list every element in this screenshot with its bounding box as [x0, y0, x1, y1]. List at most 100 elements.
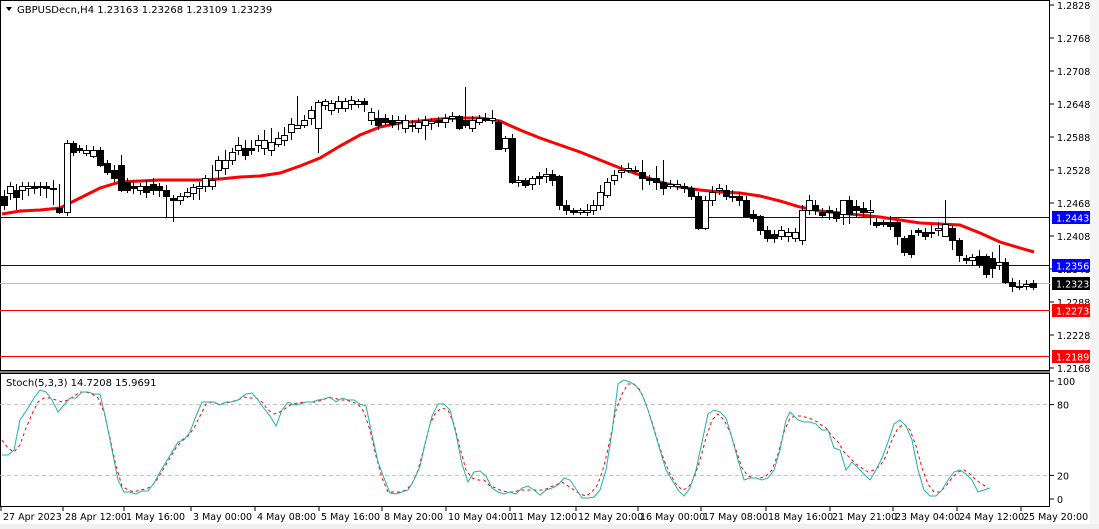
candle[interactable]	[681, 183, 688, 193]
candle[interactable]	[248, 140, 255, 155]
candle[interactable]	[819, 208, 826, 218]
candle[interactable]	[13, 184, 20, 210]
candle[interactable]	[688, 186, 695, 200]
candle[interactable]	[456, 115, 463, 130]
candle[interactable]	[1016, 280, 1023, 290]
candle[interactable]	[611, 170, 618, 185]
candle[interactable]	[281, 127, 288, 146]
candle[interactable]	[764, 226, 771, 242]
candle[interactable]	[235, 137, 242, 155]
candle[interactable]	[949, 225, 956, 250]
candle[interactable]	[536, 172, 543, 185]
candle[interactable]	[873, 218, 880, 228]
candle[interactable]	[522, 178, 529, 188]
candle[interactable]	[375, 110, 382, 130]
candle[interactable]	[442, 114, 449, 128]
candle[interactable]	[989, 252, 996, 278]
candle[interactable]	[915, 228, 922, 236]
candle[interactable]	[570, 208, 577, 215]
candle[interactable]	[976, 250, 983, 268]
candle[interactable]	[1023, 280, 1030, 290]
candle[interactable]	[90, 146, 97, 158]
candle[interactable]	[736, 192, 743, 206]
candle[interactable]	[449, 112, 456, 122]
candle[interactable]	[184, 188, 191, 198]
candle[interactable]	[435, 117, 442, 127]
candle[interactable]	[597, 185, 604, 210]
candle[interactable]	[222, 150, 229, 175]
candle[interactable]	[104, 160, 111, 175]
candle[interactable]	[515, 176, 522, 187]
candle[interactable]	[702, 196, 709, 230]
candle[interactable]	[294, 96, 301, 129]
candle[interactable]	[395, 116, 402, 130]
candle[interactable]	[509, 134, 516, 184]
candle[interactable]	[130, 180, 137, 194]
candle[interactable]	[549, 170, 556, 186]
candle[interactable]	[604, 178, 611, 198]
candle[interactable]	[190, 184, 197, 200]
candle[interactable]	[261, 130, 268, 155]
candle[interactable]	[229, 148, 236, 165]
candle[interactable]	[275, 132, 282, 147]
candle[interactable]	[348, 96, 355, 110]
candle[interactable]	[785, 228, 792, 242]
candle[interactable]	[667, 180, 674, 189]
candle[interactable]	[826, 206, 833, 220]
candle[interactable]	[469, 116, 476, 132]
candle[interactable]	[482, 113, 489, 122]
candle[interactable]	[83, 145, 90, 156]
candle[interactable]	[618, 165, 625, 178]
candle[interactable]	[935, 222, 942, 236]
candle[interactable]	[43, 182, 50, 198]
candle[interactable]	[368, 108, 375, 125]
candle[interactable]	[382, 114, 389, 126]
candle[interactable]	[887, 216, 894, 230]
candle[interactable]	[502, 136, 509, 152]
candle[interactable]	[402, 115, 409, 133]
candle[interactable]	[716, 184, 723, 195]
candle[interactable]	[1, 190, 8, 210]
candle[interactable]	[361, 98, 368, 112]
candle[interactable]	[846, 196, 853, 224]
candle[interactable]	[942, 200, 949, 237]
candle[interactable]	[969, 254, 976, 265]
candle[interactable]	[860, 202, 867, 218]
candle[interactable]	[315, 100, 322, 153]
candle[interactable]	[709, 186, 716, 206]
candle[interactable]	[577, 208, 584, 215]
horizontal-scrollbar[interactable]	[0, 524, 1099, 529]
candle[interactable]	[674, 180, 681, 190]
candle[interactable]	[563, 200, 570, 215]
candle[interactable]	[867, 200, 874, 225]
candle[interactable]	[880, 220, 887, 227]
candle[interactable]	[64, 140, 71, 216]
candle[interactable]	[812, 200, 819, 215]
candle[interactable]	[908, 230, 915, 258]
candle[interactable]	[639, 160, 646, 190]
candle[interactable]	[632, 166, 639, 175]
candle[interactable]	[111, 165, 118, 182]
stoch-pane[interactable]	[0, 373, 1050, 507]
candle[interactable]	[202, 175, 209, 192]
candle[interactable]	[170, 195, 177, 222]
candle[interactable]	[928, 225, 935, 238]
candle[interactable]	[97, 147, 104, 167]
candle[interactable]	[489, 110, 496, 124]
candle[interactable]	[1002, 258, 1009, 284]
candle[interactable]	[625, 163, 632, 173]
candle[interactable]	[771, 230, 778, 243]
candle[interactable]	[743, 196, 750, 218]
candle[interactable]	[729, 190, 736, 202]
candle[interactable]	[901, 236, 908, 256]
candle[interactable]	[556, 175, 563, 210]
candle[interactable]	[792, 228, 799, 242]
candle[interactable]	[143, 180, 150, 198]
candle[interactable]	[922, 228, 929, 240]
candle[interactable]	[301, 115, 308, 128]
candle[interactable]	[778, 226, 785, 240]
candle[interactable]	[156, 183, 163, 197]
candle[interactable]	[695, 192, 702, 230]
candle[interactable]	[415, 118, 422, 133]
